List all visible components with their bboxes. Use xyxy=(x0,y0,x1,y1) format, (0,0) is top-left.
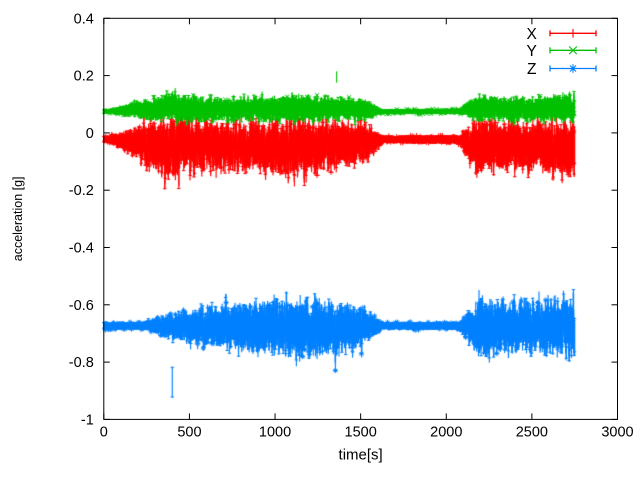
svg-text:0: 0 xyxy=(100,424,108,440)
svg-text:3000: 3000 xyxy=(601,424,633,440)
svg-text:-0.8: -0.8 xyxy=(69,355,94,371)
svg-text:Z: Z xyxy=(527,61,536,78)
svg-text:0: 0 xyxy=(86,126,94,142)
svg-text:-0.6: -0.6 xyxy=(69,298,94,314)
svg-text:-0.2: -0.2 xyxy=(69,183,94,199)
svg-text:-0.4: -0.4 xyxy=(69,241,94,257)
svg-text:acceleration [g]: acceleration [g] xyxy=(11,176,25,261)
svg-text:500: 500 xyxy=(177,424,201,440)
svg-text:0.2: 0.2 xyxy=(74,69,94,85)
svg-text:1000: 1000 xyxy=(259,424,291,440)
svg-text:Y: Y xyxy=(527,43,537,60)
svg-text:-1: -1 xyxy=(81,412,94,428)
svg-text:time[s]: time[s] xyxy=(339,446,383,463)
svg-text:0.4: 0.4 xyxy=(74,11,94,27)
svg-text:X: X xyxy=(527,26,538,43)
svg-text:1500: 1500 xyxy=(345,424,377,440)
svg-text:2500: 2500 xyxy=(516,424,548,440)
svg-text:2000: 2000 xyxy=(430,424,462,440)
